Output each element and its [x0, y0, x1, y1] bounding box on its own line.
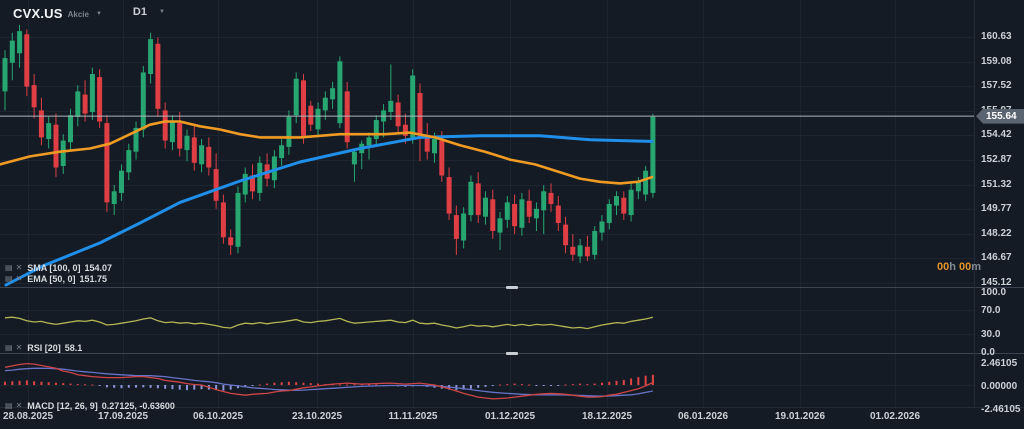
macd-tick-label: -2.46105 [981, 404, 1021, 415]
chevron-down-icon: ▼ [158, 9, 165, 15]
macd-indicator-row: ▤ ✕ MACD [12, 26, 9] 0.27125, -0.63600 [5, 400, 175, 411]
time-axis[interactable]: 28.08.2025 17.09.2025 06.10.2025 23.10.2025… [0, 408, 1024, 429]
price-tick-label: 148.22 [981, 228, 1012, 239]
candles-layer [2, 24, 656, 263]
sma-value: 154.07 [84, 262, 112, 273]
macd-lines-layer [4, 362, 654, 400]
countdown-hours: 00 [936, 261, 950, 273]
indicator-close-icon[interactable]: ✕ [15, 274, 23, 283]
rsi-tick-label: 100.0 [981, 287, 1007, 298]
indicator-settings-icon[interactable]: ▤ [5, 343, 13, 352]
rsi-value: 58.1 [64, 342, 83, 353]
countdown-minutes-unit: m [971, 261, 981, 273]
timeframe-selector[interactable]: D1 ▼ [133, 6, 165, 18]
date-tick-label: 23.10.2025 [291, 411, 343, 422]
date-tick-label: 19.01.2026 [774, 411, 826, 422]
rsi-tick-label: 30.0 [981, 329, 1001, 340]
rsi-axis[interactable]: 100.0 70.0 30.0 0.0 [975, 287, 1024, 358]
date-tick-label: 06.01.2026 [677, 411, 729, 422]
date-tick-label: 01.02.2026 [869, 411, 921, 422]
rsi-tick-label: 0.0 [981, 347, 995, 358]
ema-indicator-row: ▤ ✕ EMA [50, 0] 151.75 [5, 273, 107, 284]
indicator-settings-icon[interactable]: ▤ [5, 263, 13, 272]
date-tick-label: 18.12.2025 [581, 411, 633, 422]
sma-indicator-row: ▤ ✕ SMA [100, 0] 154.07 [5, 262, 112, 273]
indicator-settings-icon[interactable]: ▤ [5, 401, 13, 410]
price-tick-label: 151.32 [981, 179, 1012, 190]
macd-value: 0.27125, -0.63600 [101, 400, 175, 411]
current-price-value: 155.64 [986, 110, 1017, 122]
symbol-label: CVX.US [13, 6, 63, 21]
macd-tick-label: 0.00000 [981, 381, 1018, 392]
current-price-badge: 155.64 [976, 108, 1024, 124]
macd-label: MACD [12, 26, 9] [27, 400, 98, 411]
rsi-indicator-row: ▤ ✕ RSI [20] 58.1 [5, 342, 82, 353]
instrument-type-label: Akcie [67, 10, 89, 19]
date-tick-label: 17.09.2025 [97, 411, 149, 422]
price-tick-label: 154.42 [981, 129, 1012, 140]
indicator-close-icon[interactable]: ✕ [15, 401, 23, 410]
price-tick-label: 146.67 [981, 252, 1012, 263]
divider-drag-handle[interactable] [506, 352, 518, 355]
date-tick-label: 06.10.2025 [192, 411, 244, 422]
price-tick-label: 152.87 [981, 154, 1012, 165]
ema-value: 151.75 [79, 273, 107, 284]
date-tick-label: 01.12.2025 [484, 411, 536, 422]
sma-label: SMA [100, 0] [27, 262, 81, 273]
panel-dividers[interactable] [0, 0, 1024, 408]
price-tick-label: 159.08 [981, 56, 1012, 67]
macd-axis[interactable]: 2.46105 0.00000 -2.46105 [975, 353, 1024, 415]
price-tick-label: 145.12 [981, 277, 1012, 288]
instrument-selector[interactable]: CVX.US Akcie ▼ [13, 6, 102, 21]
candle-countdown: 00h 00m [937, 261, 984, 273]
indicator-settings-icon[interactable]: ▤ [5, 274, 13, 283]
indicator-close-icon[interactable]: ✕ [15, 263, 23, 272]
moving-averages-layer [0, 120, 654, 287]
chevron-down-icon: ▼ [95, 11, 102, 17]
ema-label: EMA [50, 0] [27, 273, 76, 284]
divider-drag-handle[interactable] [506, 286, 518, 289]
countdown-hours-unit: h [949, 261, 956, 273]
countdown-minutes: 00 [958, 261, 972, 273]
price-tick-label: 160.63 [981, 31, 1012, 42]
macd-tick-label: 2.46105 [981, 358, 1018, 369]
chart-header: CVX.US Akcie ▼ D1 ▼ [13, 6, 165, 21]
indicator-close-icon[interactable]: ✕ [15, 343, 23, 352]
timeframe-label: D1 [132, 6, 147, 18]
rsi-tick-label: 70.0 [981, 305, 1001, 316]
price-tick-label: 157.52 [981, 80, 1012, 91]
price-tick-label: 149.77 [981, 203, 1012, 214]
date-tick-label: 28.08.2025 [2, 411, 54, 422]
date-tick-label: 11.11.2025 [388, 411, 438, 422]
price-axis[interactable]: 160.63159.08157.52155.97154.42152.87151.… [975, 0, 1024, 288]
rsi-label: RSI [20] [27, 342, 61, 353]
rsi-layer [4, 316, 654, 330]
